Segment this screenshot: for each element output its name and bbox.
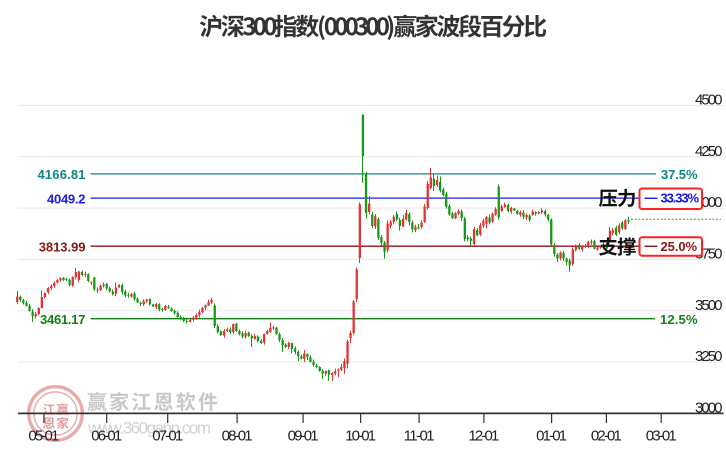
svg-text:4500: 4500 — [695, 92, 723, 109]
svg-text:06-01: 06-01 — [91, 427, 122, 444]
svg-text:33.33%: 33.33% — [661, 191, 700, 206]
svg-text:08-01: 08-01 — [222, 427, 253, 444]
svg-text:37.5%: 37.5% — [661, 167, 698, 182]
svg-text:01-01: 01-01 — [536, 427, 567, 444]
svg-text:11-01: 11-01 — [404, 427, 435, 444]
svg-text:05-01: 05-01 — [28, 427, 59, 444]
svg-text:3461.17: 3461.17 — [40, 312, 86, 327]
svg-text:12-01: 12-01 — [468, 427, 499, 444]
svg-text:4049.2: 4049.2 — [47, 191, 86, 206]
svg-text:4166.81: 4166.81 — [38, 167, 86, 182]
svg-text:03-01: 03-01 — [646, 427, 677, 444]
svg-text:12.5%: 12.5% — [660, 312, 698, 327]
svg-text:10-01: 10-01 — [345, 427, 376, 444]
svg-text:4250: 4250 — [695, 143, 723, 160]
svg-text:09-01: 09-01 — [288, 427, 319, 444]
svg-text:3813.99: 3813.99 — [39, 239, 86, 254]
svg-text:25.0%: 25.0% — [661, 239, 698, 254]
svg-text:www.360gann.com: www.360gann.com — [87, 419, 211, 438]
svg-text:3250: 3250 — [695, 348, 723, 365]
svg-text:3000: 3000 — [695, 399, 723, 416]
svg-text:3500: 3500 — [695, 297, 723, 314]
svg-text:02-01: 02-01 — [591, 427, 622, 444]
svg-text:07-01: 07-01 — [152, 427, 183, 444]
